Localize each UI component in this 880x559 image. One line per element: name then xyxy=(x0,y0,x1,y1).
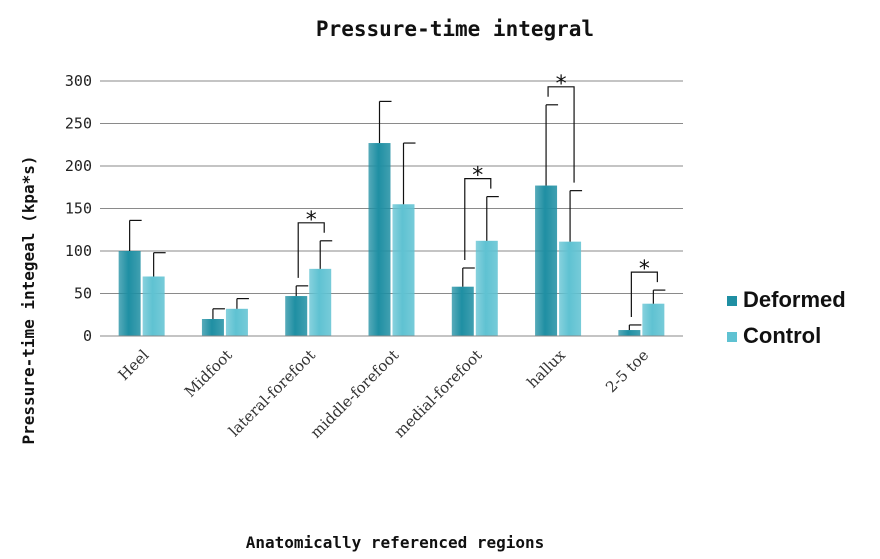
bar-deformed-3 xyxy=(368,143,391,336)
bar-control-3 xyxy=(392,204,415,336)
error-bars xyxy=(129,100,666,331)
legend-label-deformed: Deformed xyxy=(743,287,846,312)
significance-star: * xyxy=(638,257,651,282)
x-tick-label: Midfoot xyxy=(181,346,236,401)
significance-brackets: * * * * xyxy=(297,72,658,317)
y-tick-label: 0 xyxy=(83,327,92,345)
bar-control-2 xyxy=(309,268,332,336)
significance-bracket xyxy=(630,271,658,317)
y-tick-label: 200 xyxy=(65,157,92,175)
bar-control-6 xyxy=(642,303,665,336)
legend-swatch-control xyxy=(727,332,737,342)
legend: Deformed Control xyxy=(727,287,846,348)
x-tick-label: lateral-forefoot xyxy=(225,346,319,440)
x-tick-label: hallux xyxy=(523,346,569,392)
significance-bracket xyxy=(464,178,492,260)
bar-control-0 xyxy=(142,276,165,336)
gridlines xyxy=(100,80,683,337)
bar-deformed-2 xyxy=(285,296,308,336)
x-tick-label: middle-forefoot xyxy=(307,346,403,442)
significance-bracket xyxy=(547,86,575,183)
legend-swatch-deformed xyxy=(727,296,737,306)
bar-deformed-4 xyxy=(451,286,474,336)
significance-star: * xyxy=(471,164,484,189)
y-tick-label: 150 xyxy=(65,200,92,218)
y-axis-ticks: 0 50 100 150 200 250 300 xyxy=(65,72,92,345)
y-tick-label: 300 xyxy=(65,72,92,90)
y-axis-label: Pressure-time integeal (kpa*s) xyxy=(19,156,38,445)
bar-deformed-5 xyxy=(535,185,558,336)
y-tick-label: 250 xyxy=(65,115,92,133)
bar-deformed-6 xyxy=(618,330,641,336)
y-tick-label: 50 xyxy=(74,285,92,303)
bar-control-5 xyxy=(559,241,582,336)
x-tick-label: medial-forefoot xyxy=(390,346,485,441)
x-axis-categories: Heel Midfootlateral-forefootmiddle-forefo… xyxy=(115,346,653,442)
bar-control-1 xyxy=(225,308,248,336)
y-tick-label: 100 xyxy=(65,242,92,260)
x-tick-label: 2-5 toe xyxy=(602,346,652,396)
significance-star: * xyxy=(305,208,318,233)
x-axis-label: Anatomically referenced regions xyxy=(246,533,545,552)
bar-control-4 xyxy=(475,240,498,336)
bar-deformed-0 xyxy=(118,251,141,336)
significance-star: * xyxy=(554,72,567,97)
bars xyxy=(118,143,665,336)
x-tick-label: Heel xyxy=(115,346,153,384)
bar-deformed-1 xyxy=(201,319,224,336)
chart-title: Pressure-time integral xyxy=(316,17,594,41)
significance-bracket xyxy=(297,222,325,278)
legend-label-control: Control xyxy=(743,323,821,348)
